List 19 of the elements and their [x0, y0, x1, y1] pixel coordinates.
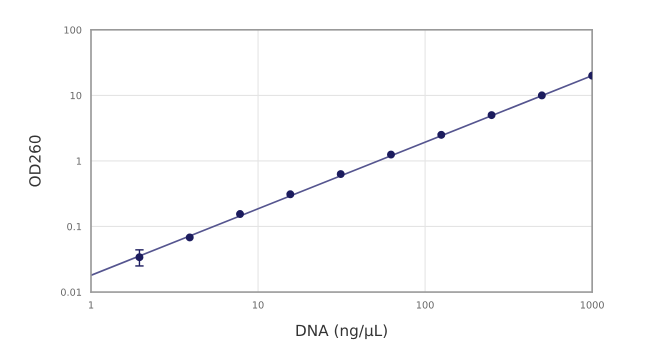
y-tick-label: 0.01: [60, 288, 82, 296]
y-tick-label: 10: [70, 92, 82, 100]
y-tick-label: 1: [76, 158, 82, 165]
point: [236, 210, 244, 218]
x-tick-label: 10: [252, 301, 264, 309]
x-axis-title: DNA (ng/µL): [296, 324, 387, 340]
point: [286, 190, 294, 198]
x-tick-label: 100: [416, 301, 434, 309]
x-tick-label: 1000: [580, 301, 604, 309]
point: [336, 170, 345, 178]
point: [488, 111, 496, 120]
point: [387, 150, 395, 159]
y-tick-label: 100: [64, 26, 82, 34]
y-tick-label: 0.1: [67, 222, 82, 230]
point: [538, 91, 546, 100]
point: [437, 130, 446, 139]
y-axis-title: OD260: [29, 135, 41, 187]
point: [186, 233, 194, 242]
x-tick-label: 1: [88, 301, 94, 308]
